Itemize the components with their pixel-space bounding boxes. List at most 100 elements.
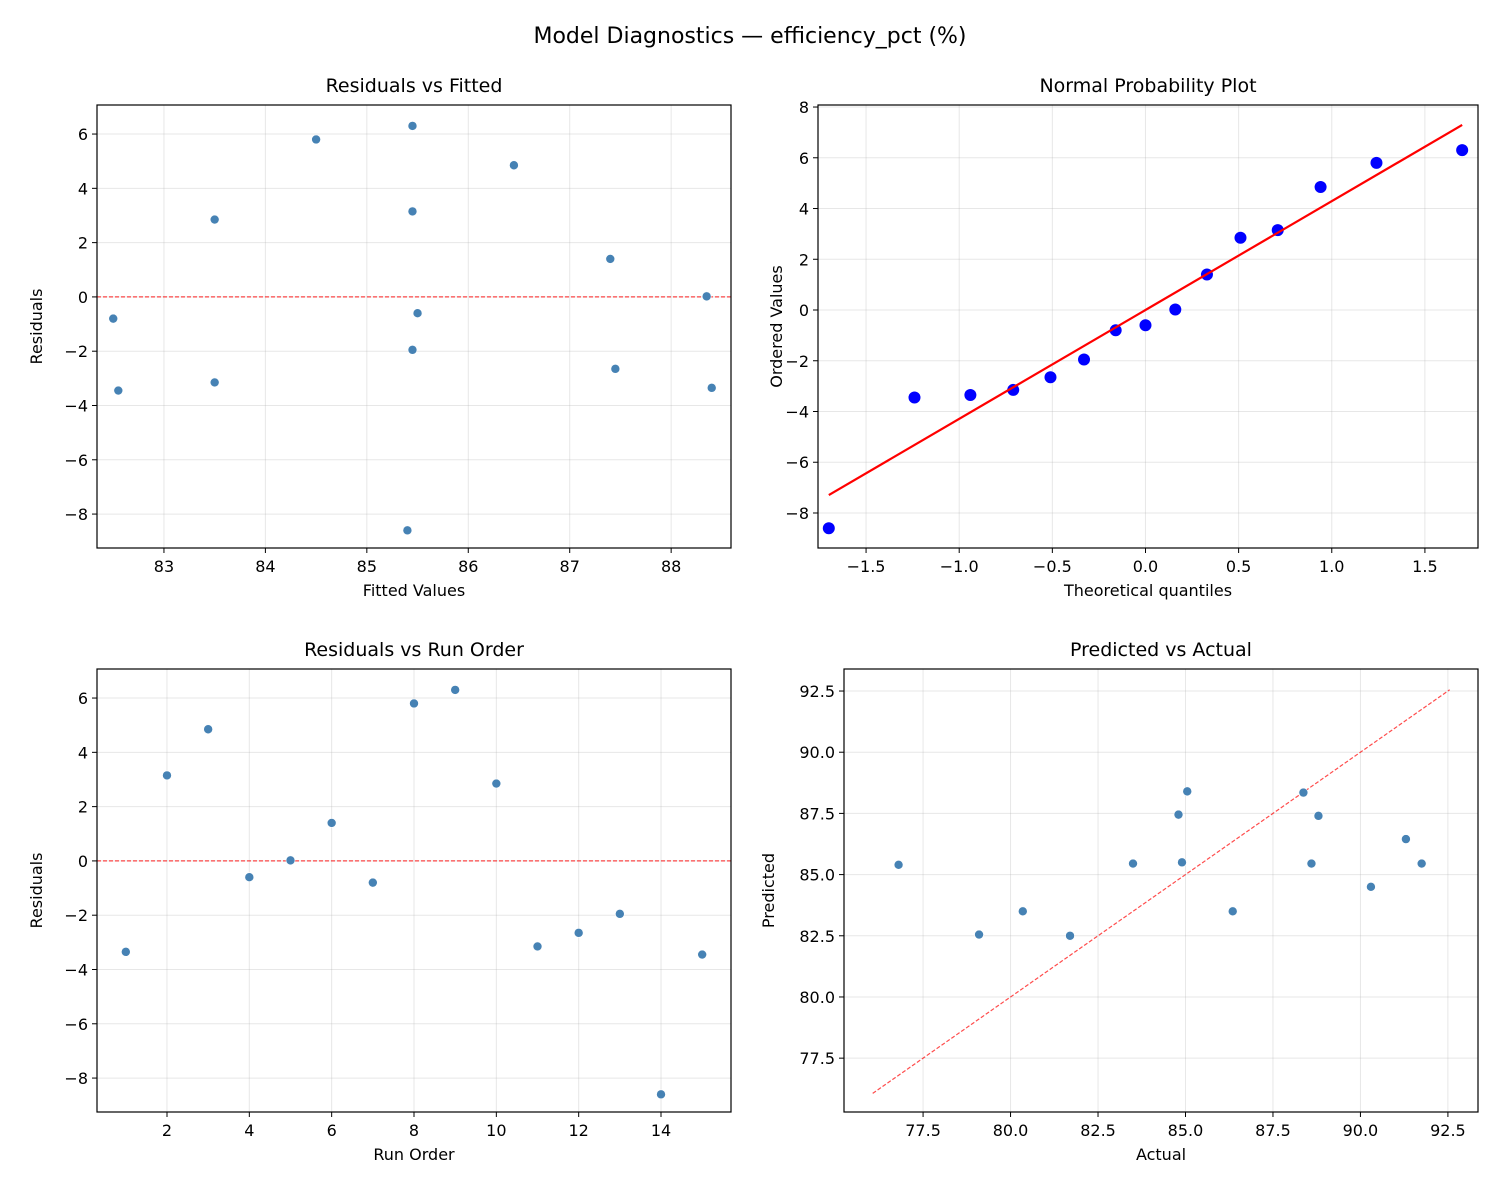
data-point [1065, 930, 1075, 941]
y-tick-label: 2 [799, 250, 809, 269]
x-tick-label: 1.0 [1319, 557, 1344, 576]
y-tick-label: 2 [78, 234, 88, 253]
y-tick-label: −6 [64, 1015, 88, 1034]
x-tick-label: 87 [560, 557, 580, 576]
y-tick-label: −8 [64, 505, 88, 524]
x-tick-label: 0.0 [1133, 557, 1158, 576]
y-tick-label: 85.0 [799, 866, 835, 885]
data-point [244, 872, 255, 882]
data-point [1401, 834, 1411, 844]
y-tick-label: 4 [78, 179, 88, 198]
x-axis-label: Theoretical quantiles [1063, 581, 1232, 600]
data-point [407, 345, 418, 355]
data-point [822, 522, 835, 535]
x-tick-label: 2 [162, 1121, 172, 1140]
data-point [409, 698, 419, 709]
data-point [610, 364, 621, 374]
x-tick-label: −1.0 [940, 557, 979, 576]
plot-area [872, 689, 1451, 1094]
data-point [615, 909, 625, 919]
x-tick-label: 86 [458, 557, 478, 576]
x-tick-label: 4 [244, 1121, 254, 1140]
data-point [491, 778, 502, 789]
data-point [1271, 224, 1284, 237]
data-point [108, 313, 119, 324]
x-tick-label: 14 [651, 1121, 671, 1140]
subplot-3: 2 4 6 8 10 12 14 −8 −6 −4 −2 0 2 4 6 Residuals vs Run O… [27, 639, 732, 1164]
data-point [311, 134, 321, 145]
data-point [1182, 786, 1193, 797]
data-point [706, 383, 717, 393]
subplot-4: 77.5 80.0 82.5 85.0 87.5 90.0 92.5 77.5 80.0 82.5… [759, 639, 1479, 1164]
data-point [121, 947, 131, 957]
x-tick-label: 85 [357, 557, 377, 576]
y-tick-label: −2 [64, 906, 88, 925]
y-tick-label: −4 [64, 396, 88, 415]
y-axis-label: Ordered Values [767, 265, 786, 387]
x-axis-label: Fitted Values [363, 581, 465, 600]
data-point [509, 160, 519, 171]
data-point [697, 949, 707, 960]
y-tick-label: −6 [64, 451, 88, 470]
x-tick-label: 10 [486, 1121, 506, 1140]
data-point [368, 877, 378, 888]
y-tick-label: −8 [64, 1069, 88, 1088]
y-tick-label: −4 [785, 402, 809, 421]
data-point [1298, 787, 1309, 798]
x-tick-label: 6 [327, 1121, 337, 1140]
data-point [209, 214, 220, 225]
x-tick-label: 92.5 [1430, 1121, 1466, 1140]
plot-area [97, 121, 731, 536]
axes-frame [96, 668, 732, 1113]
y-tick-label: −6 [785, 453, 809, 472]
data-point [656, 1089, 666, 1100]
data-point [974, 929, 984, 940]
y-tick-label: 4 [799, 200, 809, 219]
axes-frame [817, 104, 1479, 549]
data-point [1227, 906, 1238, 917]
y-tick-label: −8 [785, 504, 809, 523]
subplot-1: 83 84 85 86 87 88 −8 −6 −4 −2 0 2 4 6 Residuals vs Fit… [27, 75, 732, 600]
y-tick-label: 6 [78, 689, 88, 708]
data-point [326, 818, 337, 828]
y-tick-label: −4 [64, 960, 88, 979]
subplot-title: Predicted vs Actual [1070, 639, 1252, 661]
y-tick-label: 6 [78, 125, 88, 144]
y-tick-label: 82.5 [799, 927, 835, 946]
x-tick-label: 82.5 [1080, 1121, 1116, 1140]
subplot-title: Residuals vs Fitted [326, 75, 503, 97]
data-point [1007, 383, 1020, 396]
data-point [964, 389, 977, 402]
y-tick-label: 90.0 [799, 743, 835, 762]
data-point [1139, 319, 1152, 332]
data-point [285, 855, 296, 866]
x-axis-label: Actual [1136, 1145, 1186, 1164]
x-tick-label: −1.5 [847, 557, 886, 576]
data-point [1078, 353, 1091, 366]
data-point [412, 308, 423, 318]
plot-area [822, 124, 1469, 535]
y-tick-label: 77.5 [799, 1049, 835, 1068]
data-point [407, 206, 418, 217]
data-point [701, 291, 712, 302]
data-point [162, 770, 172, 781]
x-tick-label: −0.5 [1033, 557, 1072, 576]
y-tick-label: 87.5 [799, 804, 835, 823]
data-point [1314, 180, 1327, 193]
x-tick-label: 83 [154, 557, 174, 576]
y-tick-label: 0 [78, 852, 88, 871]
identity-reference-line [872, 689, 1451, 1094]
subplot-title: Residuals vs Run Order [304, 639, 524, 661]
y-tick-label: 92.5 [799, 682, 835, 701]
data-point [209, 377, 220, 388]
data-point [1173, 809, 1184, 820]
data-point [1306, 858, 1317, 869]
data-point [1177, 857, 1187, 868]
subplot-2: −1.5 −1.0 −0.5 0.0 0.5 1.0 1.5 −8 −6 −4 −2 0 2 4 6 8 Nor… [767, 75, 1479, 600]
data-point [450, 685, 460, 695]
data-point [1044, 371, 1057, 384]
axes-frame [96, 104, 732, 549]
y-axis-label: Predicted [759, 853, 778, 928]
plot-area [97, 685, 731, 1100]
data-point [1313, 811, 1324, 821]
